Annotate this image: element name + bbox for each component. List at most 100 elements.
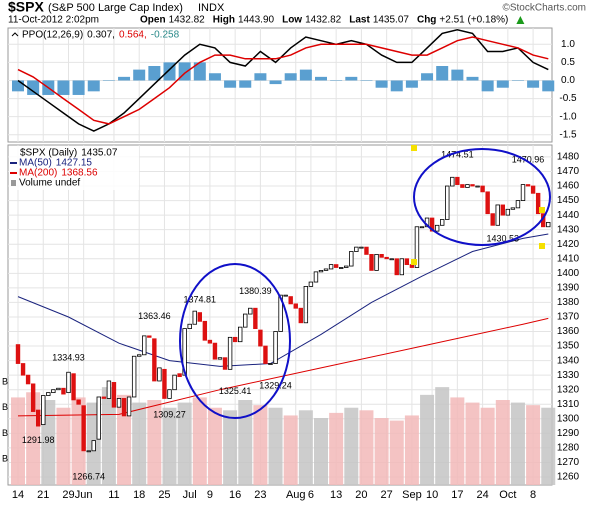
histogram-bar [148,66,161,81]
candle [25,374,31,385]
price-annotation: 1363.46 [138,311,171,321]
candle [288,296,293,305]
histogram-bar [12,80,24,92]
price-annotation: 1329.24 [259,381,292,391]
candle [414,226,420,268]
histogram-bar [87,80,100,92]
x-tick-label: 17 [451,489,463,501]
stat-label: High [213,15,235,26]
x-tick-label: 16 [229,489,241,501]
volume-bar [329,412,344,485]
histogram-bar [284,73,297,81]
y-tick-label: 0.0 [561,75,575,86]
candle [389,258,394,261]
volume-bar [420,394,435,485]
volume-bar [465,402,480,485]
candle [81,405,86,452]
histogram-bar [360,80,373,81]
y-tick-label: 1460 [557,181,580,192]
candle [308,281,314,287]
marker [539,243,545,249]
price-annotation: 1266.74 [72,472,105,482]
candle [36,409,41,427]
candle [344,265,349,268]
histogram-bar [299,69,312,81]
candle [232,336,238,343]
candle [20,363,26,376]
candle [111,382,117,408]
x-tick-label: 29 [62,489,74,501]
histogram-bar [466,76,479,81]
x-tick-label: 6 [308,489,314,501]
candle [293,303,298,309]
candle [485,191,490,215]
y-tick-label: -0.5 [559,93,577,104]
candle [46,392,51,396]
candle [470,184,475,187]
y-tick-label: 1320 [557,384,580,395]
price-annotation: 1470.96 [512,154,545,164]
volume-bar [192,397,207,485]
candle [450,176,455,187]
price-annotation: 1430.53 [487,233,520,243]
legend-title: $SPX (Daily) [20,148,77,159]
y-tick-label: 1380 [557,297,580,308]
x-tick-label: Aug [286,489,306,501]
price-annotation: 1380.39 [239,286,272,296]
histogram-bar [421,73,434,81]
candle [429,217,435,232]
histogram-bar [118,76,131,81]
histogram-bar [436,66,449,81]
legend-swatch [11,180,16,186]
candle [76,399,81,405]
histogram-bar [527,80,540,88]
legend-last: 1427.15 [56,158,93,169]
x-tick-label: Oct [499,489,516,501]
moving-average [17,317,549,417]
candle [475,185,480,188]
candle [147,335,152,338]
candle [318,270,324,273]
candle [303,286,309,324]
volume-bar [298,410,313,485]
histogram-bar [57,80,70,95]
y-tick-label: 0.5 [561,57,575,68]
candle [500,204,505,216]
candle [313,271,319,283]
candle [142,335,147,356]
histogram-bar [193,62,206,81]
x-tick-label: 18 [133,489,145,501]
candle [354,246,359,252]
price-annotation: 1291.98 [22,435,55,445]
marker [539,207,545,213]
candle [61,387,66,395]
candle [121,398,127,417]
candle [227,336,233,370]
legend-name: MA(50) [19,158,52,169]
candle [379,254,384,258]
candle [222,357,228,370]
price-annotation: 1325.41 [219,386,252,396]
candle [273,331,278,364]
volume-bar [132,402,147,485]
histogram-bar [375,80,388,88]
stat-value: 1435.07 [373,15,410,26]
candle [333,264,339,268]
y-tick-label: 1400 [557,268,580,279]
y-tick-label: 1410 [557,253,580,264]
histogram-bar [405,80,418,88]
candle [258,329,263,347]
volume-bar [495,400,510,485]
volume-bar [177,402,192,485]
candle [278,294,283,332]
legend-volume: Volume undef [19,178,80,189]
candle [106,380,112,399]
histogram-bar [481,80,494,92]
candle [535,192,541,215]
candle [157,367,162,382]
candle [136,354,142,357]
legend-icon [11,32,19,37]
legend-box [9,146,139,190]
legend-title: PPO(12,26,9) [22,30,83,41]
